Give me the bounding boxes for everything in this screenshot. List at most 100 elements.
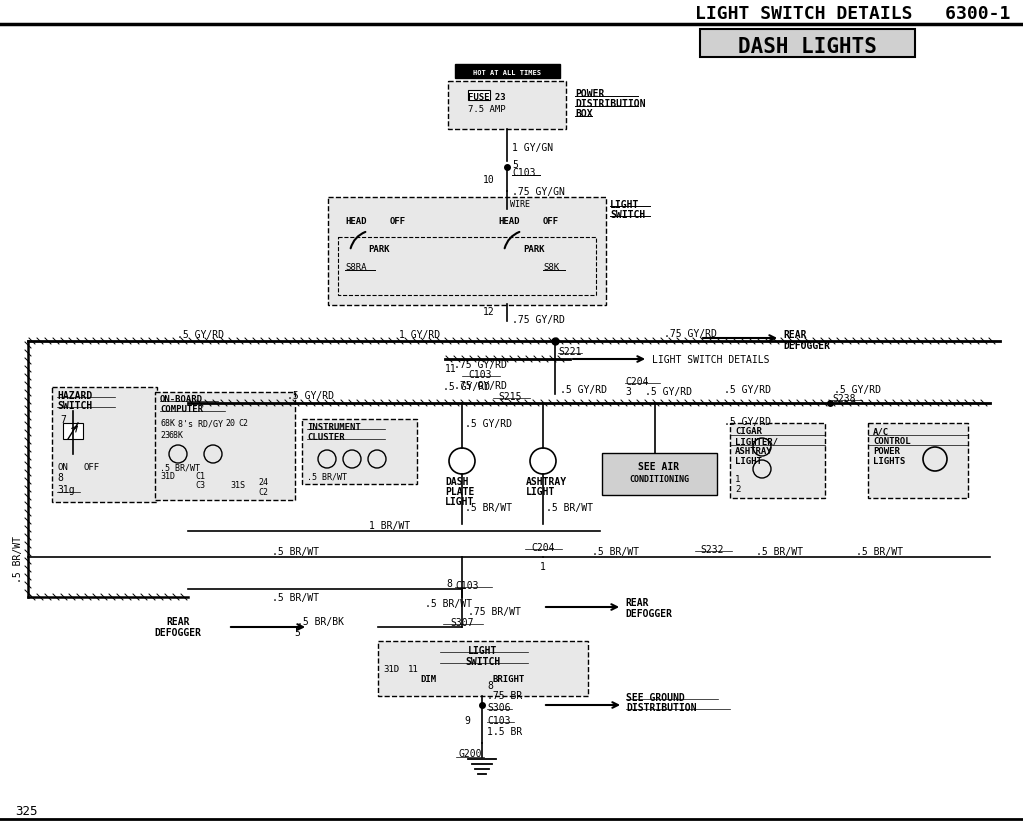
Text: 24: 24 (258, 478, 268, 487)
Bar (52, 388, 157, 502)
Text: LIGHTS: LIGHTS (873, 457, 905, 466)
Text: HEAD: HEAD (345, 218, 366, 227)
Bar (302, 419, 417, 485)
Text: 31D: 31D (160, 472, 175, 481)
Bar (338, 237, 596, 295)
Text: LIGHT SWITCH DETAILS   6300-1: LIGHT SWITCH DETAILS 6300-1 (695, 5, 1010, 23)
Text: BOX: BOX (575, 109, 592, 119)
Text: .75 GY/RD: .75 GY/RD (512, 314, 565, 325)
Text: DIM: DIM (420, 675, 436, 684)
Bar (328, 198, 606, 306)
Text: .5 BR/WT: .5 BR/WT (307, 472, 347, 481)
Bar (455, 65, 560, 79)
Text: DISTRIBUTION: DISTRIBUTION (575, 99, 646, 109)
Text: INSTRUMENT: INSTRUMENT (307, 423, 361, 432)
Text: 1 BR/WT: 1 BR/WT (369, 520, 410, 530)
Text: ON-BOARD: ON-BOARD (160, 395, 203, 404)
Text: C103: C103 (512, 168, 535, 178)
Text: 8: 8 (487, 680, 493, 691)
Text: ASHTRAY: ASHTRAY (526, 476, 567, 486)
Text: CIGAR: CIGAR (735, 427, 762, 436)
Bar (730, 423, 825, 499)
Text: 11: 11 (445, 364, 456, 374)
Text: 9: 9 (464, 715, 470, 725)
Text: OFF: OFF (543, 218, 560, 227)
Text: POWER: POWER (873, 447, 900, 456)
Text: .5 BR/WT: .5 BR/WT (756, 547, 803, 557)
Text: .75 BR/WT: .75 BR/WT (468, 606, 521, 616)
Text: BRIGHT: BRIGHT (492, 675, 524, 684)
Text: HEAD: HEAD (498, 218, 520, 227)
Bar (63, 423, 83, 439)
Text: 8: 8 (57, 472, 62, 482)
Text: 8's RD/GY: 8's RD/GY (178, 419, 223, 428)
Text: LIGHTER/: LIGHTER/ (735, 437, 779, 446)
Text: LIGHT SWITCH DETAILS: LIGHT SWITCH DETAILS (652, 355, 769, 365)
Text: REAR: REAR (783, 330, 806, 340)
Text: C1: C1 (195, 472, 205, 481)
Text: 1 GY/GN: 1 GY/GN (512, 143, 553, 153)
Text: S238: S238 (832, 394, 855, 404)
Text: 12: 12 (483, 307, 495, 317)
Text: S8K: S8K (543, 263, 560, 272)
Text: C103: C103 (469, 370, 492, 380)
Text: .5 GY/RD: .5 GY/RD (724, 385, 771, 394)
Text: .75 GY/GN: .75 GY/GN (512, 187, 565, 197)
Text: 20: 20 (225, 419, 235, 428)
Text: COMPUTER: COMPUTER (160, 405, 203, 414)
Text: .5 GY/RD: .5 GY/RD (835, 385, 882, 394)
Text: 2: 2 (735, 485, 741, 494)
Text: .5 BR/WT: .5 BR/WT (13, 536, 23, 583)
Text: C204: C204 (625, 376, 649, 386)
Bar (379, 641, 588, 696)
Text: DEFOGGER: DEFOGGER (783, 341, 830, 351)
Text: 1: 1 (540, 562, 546, 571)
Text: CLUSTER: CLUSTER (307, 433, 345, 442)
Bar (700, 30, 915, 58)
Text: .5 GY/RD: .5 GY/RD (286, 390, 333, 400)
Text: C3: C3 (195, 481, 205, 490)
Bar (602, 453, 717, 495)
Bar (868, 423, 968, 499)
Text: LIGHT: LIGHT (469, 645, 497, 655)
Text: G200: G200 (458, 748, 482, 758)
Text: 8: 8 (446, 578, 452, 588)
Text: S232: S232 (701, 544, 723, 554)
Text: .75 GY/RD: .75 GY/RD (453, 380, 506, 390)
Text: A/C: A/C (873, 427, 889, 436)
Text: 5: 5 (512, 160, 518, 170)
Text: 68K: 68K (160, 419, 175, 428)
Text: .5 GY/RD: .5 GY/RD (560, 385, 607, 394)
Text: WIRE: WIRE (510, 200, 530, 209)
Text: 7.5 AMP: 7.5 AMP (468, 105, 505, 114)
Text: 3: 3 (625, 386, 631, 396)
Text: S306: S306 (487, 702, 510, 712)
Text: 68K: 68K (168, 431, 183, 440)
Text: PLATE: PLATE (445, 486, 475, 496)
Text: OFF: OFF (84, 463, 100, 472)
Text: CONTROL: CONTROL (873, 437, 910, 446)
Text: LIGHT: LIGHT (445, 496, 475, 506)
Text: .75 BR: .75 BR (487, 691, 523, 700)
Text: .5 GY/RD: .5 GY/RD (644, 386, 692, 396)
Text: .5 GY/RD: .5 GY/RD (724, 417, 771, 427)
Text: LIGHT: LIGHT (610, 200, 639, 210)
Text: 31g: 31g (57, 485, 75, 495)
Bar (448, 82, 566, 130)
Text: C204: C204 (531, 543, 554, 552)
Text: SEE AIR: SEE AIR (638, 461, 679, 471)
Text: C103: C103 (455, 581, 479, 590)
Bar (468, 91, 490, 101)
Text: .5 BR/WT: .5 BR/WT (271, 547, 318, 557)
Text: SWITCH: SWITCH (57, 400, 92, 410)
Text: REAR: REAR (167, 616, 189, 626)
Text: 5: 5 (295, 627, 300, 638)
Text: PARK: PARK (368, 245, 390, 254)
Text: DASH: DASH (445, 476, 469, 486)
Text: OFF: OFF (390, 218, 406, 227)
Text: .5 GY/RD: .5 GY/RD (177, 330, 223, 340)
Text: 7: 7 (60, 414, 65, 424)
Text: LIGHT: LIGHT (526, 486, 555, 496)
Text: C103: C103 (487, 715, 510, 725)
Text: S221: S221 (558, 347, 581, 356)
